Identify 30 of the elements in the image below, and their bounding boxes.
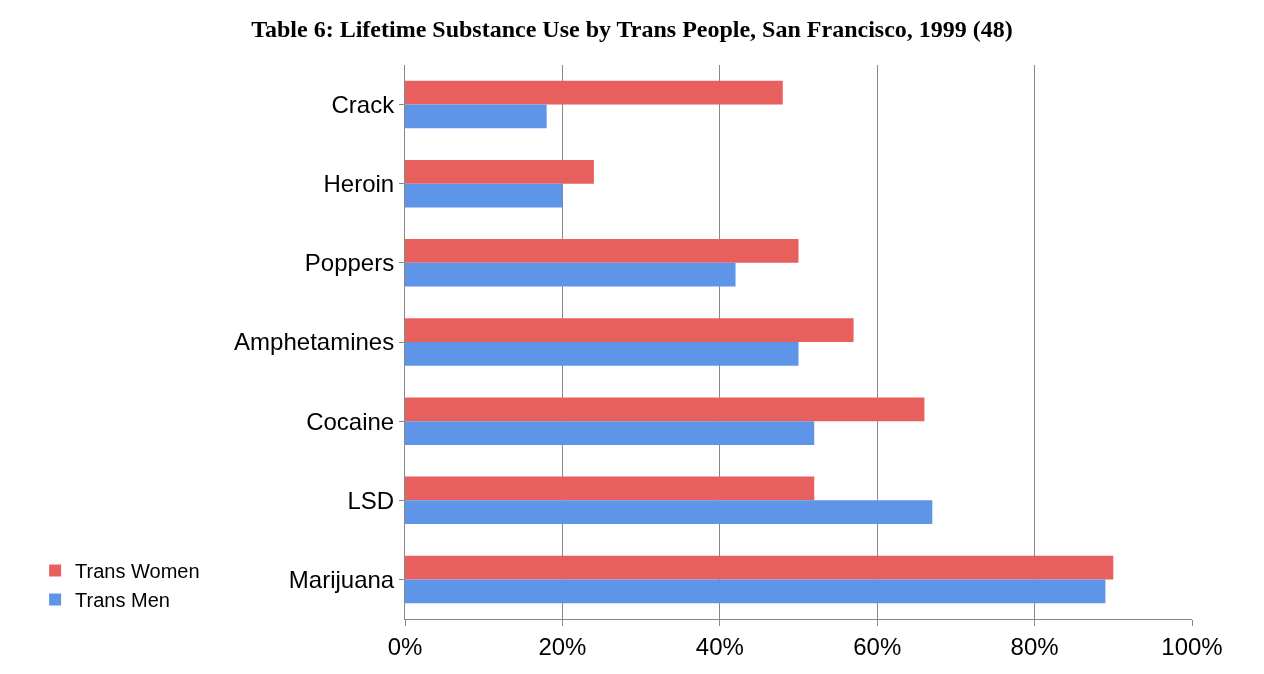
x-tick-label: 40%	[695, 632, 744, 660]
bar	[405, 262, 736, 287]
y-tick-label: Amphetamines	[234, 328, 395, 356]
bar	[405, 476, 815, 501]
bar	[405, 183, 563, 208]
bar	[405, 318, 854, 342]
bar	[405, 104, 547, 129]
bar	[405, 159, 594, 184]
x-tick-label: 80%	[1010, 632, 1059, 660]
bar	[405, 579, 1106, 604]
y-tick-label: Cocaine	[306, 407, 395, 435]
bar	[405, 500, 933, 525]
bar	[405, 342, 799, 366]
y-tick-label: LSD	[347, 486, 395, 514]
x-tick-label: 0%	[387, 632, 423, 660]
x-tick-label: 100%	[1161, 632, 1223, 660]
bar	[405, 555, 1114, 580]
y-tick-label: Poppers	[304, 249, 395, 277]
bar	[405, 80, 783, 105]
bar	[405, 421, 815, 445]
legend-label: Trans Women	[75, 560, 200, 583]
bar	[405, 397, 925, 422]
x-tick-label: 60%	[853, 632, 902, 660]
chart-title: Table 6: Lifetime Substance Use by Trans People, San Francisco, 1999 (48)	[251, 16, 1013, 43]
y-tick-label: Heroin	[323, 170, 395, 198]
bar	[405, 239, 799, 263]
x-tick-label: 20%	[538, 632, 587, 660]
y-tick-label: Crack	[331, 90, 396, 118]
legend-label: Trans Men	[75, 589, 170, 612]
y-tick-label: Marijuana	[288, 565, 395, 593]
